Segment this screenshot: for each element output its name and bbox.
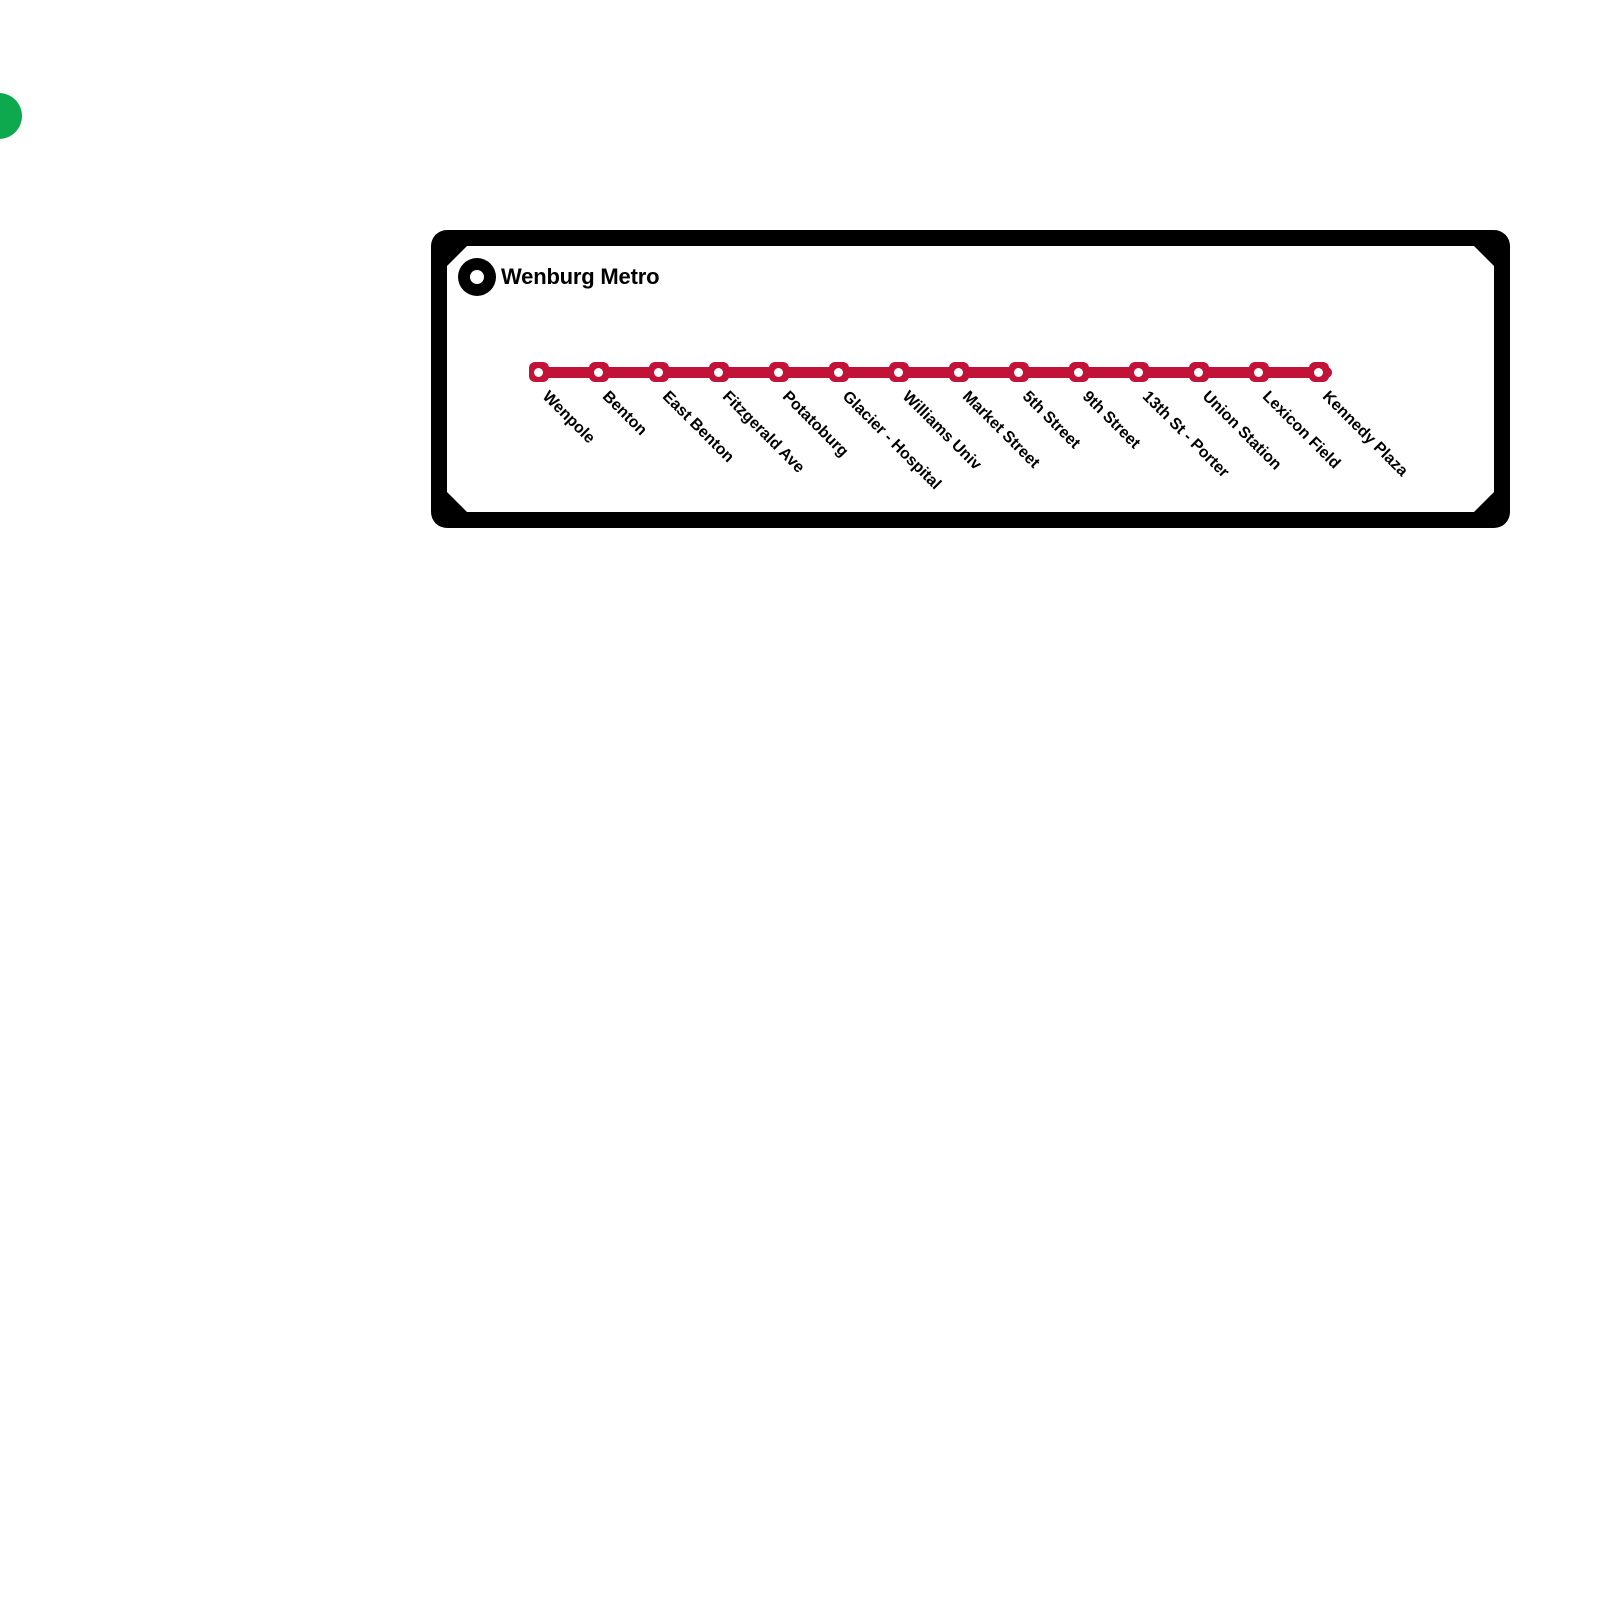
station-marker	[649, 362, 669, 382]
station-marker	[829, 362, 849, 382]
station-marker-hole	[1014, 368, 1023, 377]
station-marker-hole	[1194, 368, 1203, 377]
station-marker-hole	[954, 368, 963, 377]
station-marker	[709, 362, 729, 382]
station-marker-hole	[1314, 368, 1323, 377]
station-marker-hole	[834, 368, 843, 377]
metro-roundel-icon	[458, 258, 496, 296]
station-label: Glacier - Hospital	[838, 388, 945, 494]
station-label: Wenpole	[538, 388, 598, 447]
station-marker-hole	[714, 368, 723, 377]
station-marker	[949, 362, 969, 382]
station-label: 5th Street	[1018, 388, 1084, 453]
station-marker	[589, 362, 609, 382]
station-marker-hole	[594, 368, 603, 377]
station-marker	[1309, 362, 1329, 382]
station-marker	[529, 362, 549, 382]
metro-map-panel: Wenburg Metro Wenpole Benton East Benton Fi…	[447, 246, 1494, 512]
station-marker-hole	[1074, 368, 1083, 377]
station-marker-hole	[1254, 368, 1263, 377]
station-marker	[1129, 362, 1149, 382]
station-marker	[889, 362, 909, 382]
station-marker-hole	[774, 368, 783, 377]
station-marker	[769, 362, 789, 382]
station-label: 9th Street	[1078, 388, 1144, 453]
metro-map-card: Wenburg Metro Wenpole Benton East Benton Fi…	[431, 230, 1510, 528]
station-marker-hole	[894, 368, 903, 377]
metro-roundel-hole	[470, 270, 484, 284]
station-marker-hole	[654, 368, 663, 377]
station-label: Benton	[598, 388, 650, 439]
station-marker	[1249, 362, 1269, 382]
card-header: Wenburg Metro	[458, 258, 659, 296]
metro-title: Wenburg Metro	[501, 264, 660, 289]
line-track	[530, 367, 1332, 378]
line-diagram: Wenpole Benton East Benton Fitzgerald Ave Po…	[447, 246, 1494, 512]
station-marker	[1069, 362, 1089, 382]
station-marker-hole	[1134, 368, 1143, 377]
station-marker	[1189, 362, 1209, 382]
green-circle-decoration	[0, 93, 22, 139]
station-marker	[1009, 362, 1029, 382]
station-marker-hole	[534, 368, 543, 377]
